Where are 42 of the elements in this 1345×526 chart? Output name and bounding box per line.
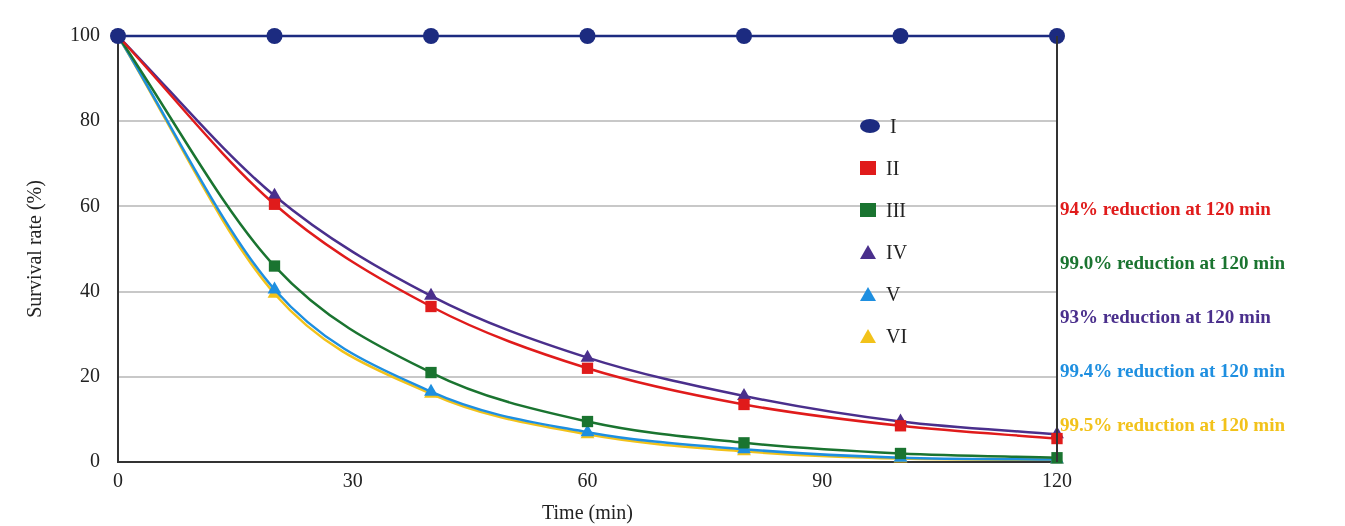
legend-label: II (886, 156, 900, 180)
x-tick-label: 60 (577, 469, 598, 492)
legend-label: VI (886, 324, 908, 348)
point (580, 349, 595, 362)
point (579, 28, 596, 44)
y-tick-label: 20 (80, 364, 100, 387)
point (268, 198, 281, 210)
y-tick-label: 60 (80, 193, 100, 216)
point (736, 28, 752, 44)
x-tick-label: 30 (342, 469, 363, 492)
text: 99.4% reduction at 120 min (1060, 359, 1286, 381)
text: 99.0% reduction at 120 min (1060, 251, 1286, 273)
point (581, 415, 594, 428)
y-tick-label: 100 (70, 23, 100, 46)
point (1049, 28, 1065, 44)
point (266, 28, 283, 44)
point (738, 398, 750, 411)
point (581, 362, 594, 374)
point (424, 287, 438, 300)
legend-label: III (886, 198, 906, 222)
legend-label: I (890, 114, 897, 138)
point (267, 281, 282, 294)
y-tick-label: 0 (90, 449, 100, 472)
point (425, 366, 437, 379)
legend-label: IV (886, 240, 908, 264)
y-axis-title: Survival rate (%) (23, 180, 47, 318)
legend-label: V (886, 282, 901, 306)
point (738, 437, 750, 449)
point (425, 300, 437, 313)
point (268, 260, 281, 272)
text: 93% reduction at 120 min (1060, 305, 1272, 327)
y-tick-label: 80 (80, 108, 100, 131)
point (892, 28, 909, 44)
x-tick-label: 0 (113, 469, 123, 492)
text: 94% reduction at 120 min (1060, 197, 1272, 219)
x-axis-title: Time (min) (542, 501, 633, 525)
point (423, 28, 439, 44)
x-tick-label: 120 (1042, 469, 1072, 492)
x-tick-label: 90 (812, 469, 833, 492)
y-tick-label: 40 (80, 278, 100, 301)
text: 99.5% reduction at 120 min (1060, 413, 1286, 435)
point (894, 420, 907, 432)
